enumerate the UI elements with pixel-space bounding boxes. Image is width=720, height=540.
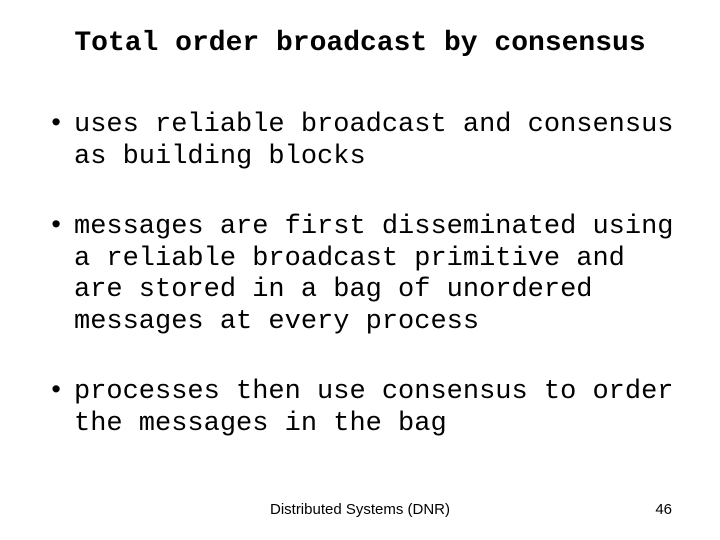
bullet-list: uses reliable broadcast and consensus as… xyxy=(46,110,674,441)
slide: Total order broadcast by consensus uses … xyxy=(0,0,720,540)
page-number: 46 xyxy=(655,501,672,518)
list-item: messages are first disseminated using a … xyxy=(46,212,674,339)
list-item: processes then use consensus to order th… xyxy=(46,377,674,441)
slide-content: uses reliable broadcast and consensus as… xyxy=(46,110,674,479)
footer-center-text: Distributed Systems (DNR) xyxy=(0,501,720,518)
slide-title: Total order broadcast by consensus xyxy=(0,28,720,59)
list-item: uses reliable broadcast and consensus as… xyxy=(46,110,674,174)
